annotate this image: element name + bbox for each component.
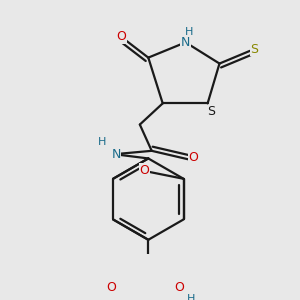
Text: S: S [250, 43, 258, 56]
Text: H: H [187, 294, 195, 300]
Text: O: O [175, 281, 184, 294]
Text: O: O [116, 30, 126, 43]
Text: H: H [185, 27, 193, 37]
Text: S: S [207, 105, 215, 118]
Text: N: N [111, 148, 121, 161]
Text: H: H [98, 137, 106, 147]
Text: O: O [140, 164, 149, 177]
Text: N: N [181, 36, 190, 49]
Text: O: O [188, 151, 198, 164]
Text: O: O [106, 281, 116, 294]
